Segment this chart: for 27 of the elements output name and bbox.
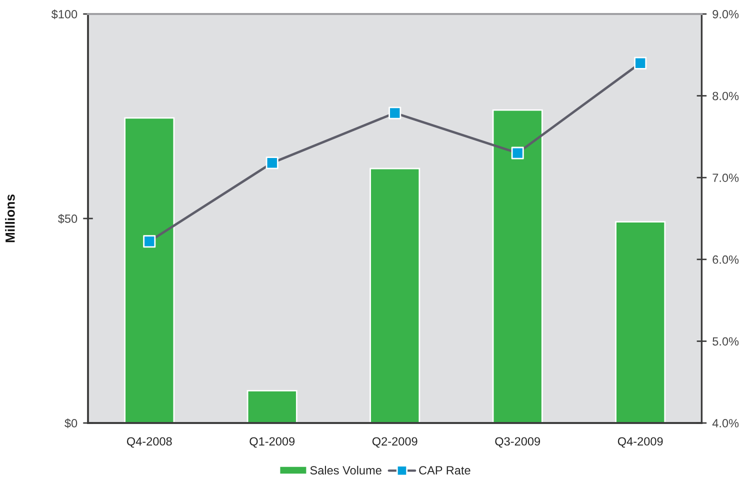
point	[634, 56, 647, 70]
bar	[370, 168, 420, 423]
y-tick-label: $50	[58, 214, 78, 224]
legend-label: CAP Rate	[419, 466, 470, 475]
y2-tick-label: 9.0%	[712, 10, 739, 18]
y2-tick-label: 8.0%	[712, 92, 739, 100]
x-tick-label: Q4-2008	[126, 437, 172, 448]
y-tick-label: $100	[51, 10, 78, 20]
bar	[615, 221, 666, 423]
point	[143, 235, 156, 248]
y2-tick-label: 7.0%	[712, 174, 739, 182]
x-tick-label: Q1-2009	[250, 437, 295, 448]
bar	[492, 109, 543, 423]
bar	[246, 390, 298, 423]
y2-tick-label: 5.0%	[712, 337, 739, 346]
x-tick-label: Q4-2009	[618, 437, 663, 448]
x-tick-label: Q2-2009	[372, 437, 418, 448]
y2-tick-label: 4.0%	[712, 419, 739, 428]
y2-tick-label: 6.0%	[712, 255, 739, 264]
point	[266, 156, 278, 170]
point	[388, 106, 402, 120]
y-axis-title: Millions	[5, 194, 15, 242]
bar	[124, 117, 175, 423]
y-tick-label: $0	[64, 418, 78, 428]
x-tick-label: Q3-2009	[495, 437, 540, 448]
legend-label: Sales Volume	[310, 466, 382, 475]
point	[511, 146, 524, 160]
